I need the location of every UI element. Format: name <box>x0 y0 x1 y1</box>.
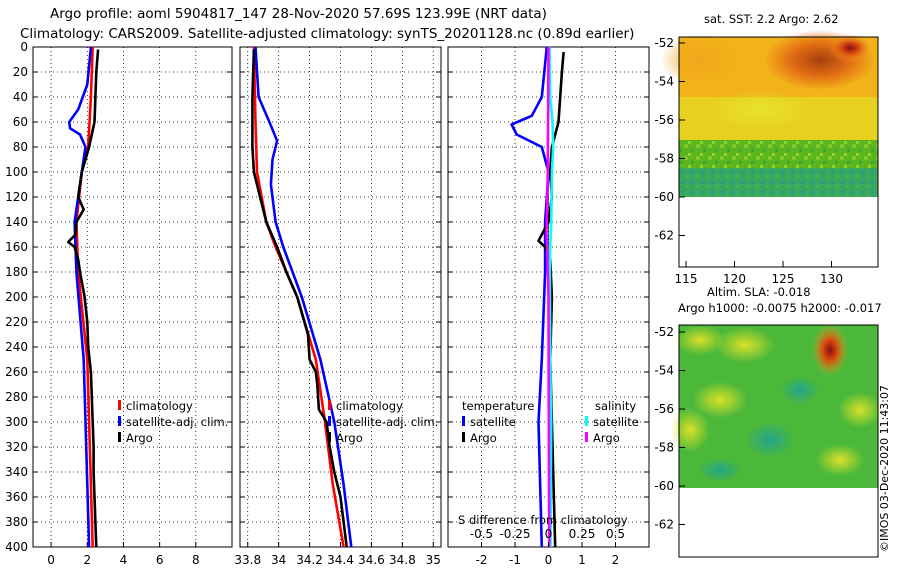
y-tick-label: 360 <box>5 490 28 504</box>
y-tick-label: 180 <box>5 265 28 279</box>
y-tick-label: 340 <box>5 465 28 479</box>
x-tick-label: 34.8 <box>389 553 416 567</box>
map-lat-label: -58 <box>654 441 674 455</box>
x-tick-label: 0 <box>47 553 55 567</box>
diff-salinity-legend: salinity satellite Argo <box>585 398 639 446</box>
y-tick-label: 0 <box>20 40 28 54</box>
temperature-panel-frame <box>32 46 233 548</box>
x-tick-label: 34.2 <box>296 553 323 567</box>
x-tick-label: 34.6 <box>358 553 385 567</box>
y-tick-label: 140 <box>5 215 28 229</box>
y-tick-label: 200 <box>5 290 28 304</box>
y-tick-label: 220 <box>5 315 28 329</box>
difference-xlabel: S difference from climatology <box>458 513 628 527</box>
series-line-satellite-adj-clim- <box>254 47 353 547</box>
y-tick-label: 400 <box>5 540 28 554</box>
x-tick-label: 8 <box>192 553 200 567</box>
x-tick-label: 6 <box>156 553 164 567</box>
legend-argo: Argo <box>118 430 228 446</box>
sla-map-title-1: Altim. SLA: -0.018 <box>707 285 811 299</box>
x-tick-label: 33.8 <box>234 553 261 567</box>
salinity-legend: climatology satellite-adj. clim. Argo <box>328 398 438 446</box>
map-lat-label: -52 <box>654 36 674 50</box>
y-tick-label: 40 <box>13 90 28 104</box>
legend-climatology: climatology <box>118 398 228 414</box>
y-tick-label: 20 <box>13 65 28 79</box>
map-lon-label: 115 <box>675 272 698 286</box>
map-lat-label: -62 <box>654 518 674 532</box>
temperature-legend: climatology satellite-adj. clim. Argo <box>118 398 228 446</box>
y-tick-label: 320 <box>5 440 28 454</box>
series-line-temperature-satellite <box>510 47 550 547</box>
sla-map-title-2: Argo h1000: -0.0075 h2000: -0.017 <box>678 301 882 315</box>
footer-credit: ©IMOS 03-Dec-2020 11:43:07 <box>878 385 891 552</box>
diff-temperature-legend: temperature satellite Argo <box>462 398 534 446</box>
sst-map-title: sat. SST: 2.2 Argo: 2.62 <box>704 12 839 26</box>
legend-temp-sat: satellite <box>462 414 534 430</box>
map-lon-label: 130 <box>820 272 843 286</box>
map-lat-label: -54 <box>654 364 674 378</box>
x-tick-label: 4 <box>120 553 128 567</box>
sst-map <box>660 30 879 268</box>
legend-temp-title: temperature <box>462 399 535 413</box>
legend-satellite-2: satellite-adj. clim. <box>328 414 438 430</box>
x-tick-label-secondary: 0.25 <box>569 527 596 541</box>
map-lat-label: -60 <box>654 479 674 493</box>
map-lon-label: 120 <box>723 272 746 286</box>
map-lat-label: -60 <box>654 190 674 204</box>
x-tick-label: -2 <box>476 553 488 567</box>
y-tick-label: 80 <box>13 140 28 154</box>
series-line-salinity-argo <box>545 47 551 547</box>
y-tick-label: 100 <box>5 165 28 179</box>
map-lat-label: -56 <box>654 113 674 127</box>
y-tick-label: 160 <box>5 240 28 254</box>
y-tick-label: 60 <box>13 115 28 129</box>
sla-map <box>670 324 882 558</box>
x-tick-label-secondary: 0.5 <box>606 527 625 541</box>
x-tick-label: -1 <box>509 553 521 567</box>
x-tick-label: 2 <box>83 553 91 567</box>
map-lat-label: -54 <box>654 75 674 89</box>
x-tick-label-secondary: -0.25 <box>499 527 530 541</box>
legend-satellite: satellite-adj. clim. <box>118 414 228 430</box>
x-tick-label: 34.4 <box>327 553 354 567</box>
series-line-argo <box>67 49 100 547</box>
y-tick-label: 380 <box>5 515 28 529</box>
title-line-2: Climatology: CARS2009. Satellite-adjuste… <box>20 26 635 42</box>
map-lat-label: -58 <box>654 152 674 166</box>
y-tick-label: 240 <box>5 340 28 354</box>
series-line-satellite-adj-clim- <box>67 47 93 547</box>
y-tick-label: 300 <box>5 415 28 429</box>
y-tick-label: 260 <box>5 365 28 379</box>
legend-argo-2: Argo <box>328 430 438 446</box>
title-line-1: Argo profile: aoml 5904817_147 28-Nov-20… <box>50 6 547 22</box>
x-tick-label: 1 <box>578 553 586 567</box>
legend-sal-argo: Argo <box>585 430 639 446</box>
x-tick-label: 34 <box>271 553 286 567</box>
x-tick-label-secondary: 0 <box>545 527 553 541</box>
y-tick-label: 280 <box>5 390 28 404</box>
map-lat-label: -62 <box>654 229 674 243</box>
legend-sal-sat: satellite <box>585 414 639 430</box>
x-tick-label: 2 <box>612 553 620 567</box>
x-tick-label-secondary: -0.5 <box>470 527 493 541</box>
legend-climatology-2: climatology <box>328 398 438 414</box>
x-tick-label: 35 <box>426 553 441 567</box>
map-lat-label: -56 <box>654 402 674 416</box>
legend-temp-argo: Argo <box>462 430 534 446</box>
series-line-salinity-satellite <box>548 47 555 547</box>
map-lon-label: 125 <box>772 272 795 286</box>
series-line-argo <box>251 49 348 547</box>
x-tick-label: 0 <box>545 553 553 567</box>
map-lat-label: -52 <box>654 325 674 339</box>
y-tick-label: 120 <box>5 190 28 204</box>
legend-sal-title: salinity <box>595 399 637 413</box>
